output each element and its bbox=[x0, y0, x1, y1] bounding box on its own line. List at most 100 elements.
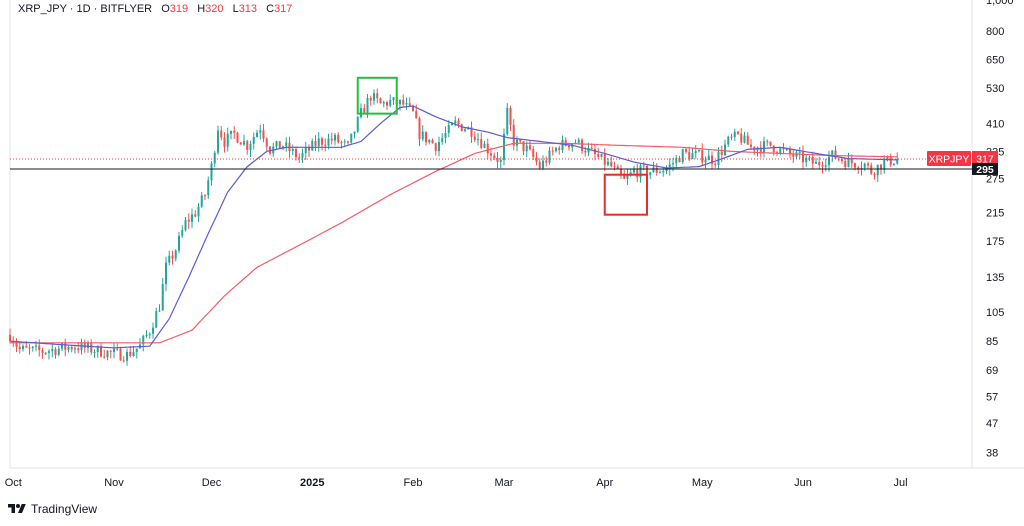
candle-body bbox=[658, 172, 662, 174]
candle-body bbox=[77, 348, 80, 351]
candle-body bbox=[51, 349, 54, 352]
candle-body bbox=[80, 342, 83, 351]
candle-body bbox=[818, 161, 821, 166]
y-tick-label: 1,000 bbox=[986, 0, 1014, 7]
candle-body bbox=[200, 195, 203, 207]
current-price-label: 317 bbox=[976, 154, 994, 166]
candle-body bbox=[203, 195, 207, 197]
candle-body bbox=[808, 156, 811, 158]
candle-body bbox=[623, 174, 626, 179]
candle-body bbox=[402, 100, 405, 105]
candle-body bbox=[333, 134, 337, 141]
candle-body bbox=[187, 219, 190, 222]
candle-body bbox=[379, 98, 382, 104]
candle-body bbox=[106, 350, 109, 358]
x-tick-label: Apr bbox=[596, 477, 613, 489]
candle-body bbox=[655, 167, 658, 173]
candle-body bbox=[463, 129, 467, 131]
candle-body bbox=[779, 148, 782, 154]
symbol-legend[interactable]: XRP_JPY · 1D · BITFLYER O319 H320 L313 C… bbox=[18, 3, 293, 15]
candle-body bbox=[135, 348, 138, 353]
candle-body bbox=[220, 130, 223, 138]
candle-body bbox=[480, 139, 483, 148]
candle-body bbox=[376, 93, 379, 99]
candle-body bbox=[441, 137, 444, 143]
candle-body bbox=[551, 150, 554, 152]
candle-body bbox=[535, 157, 538, 162]
candle-body bbox=[181, 230, 184, 236]
candle-body bbox=[171, 255, 174, 259]
candle-body bbox=[720, 151, 723, 155]
candle-body bbox=[145, 334, 148, 336]
candle-body bbox=[486, 143, 489, 154]
candle-body bbox=[824, 165, 827, 167]
candle-body bbox=[577, 139, 580, 143]
candle-body bbox=[363, 108, 366, 113]
candle-body bbox=[125, 351, 129, 361]
candle-body bbox=[632, 169, 636, 173]
candle-body bbox=[83, 342, 86, 348]
candle-body bbox=[236, 132, 239, 143]
candle-body bbox=[103, 356, 106, 358]
candle-body bbox=[834, 150, 837, 159]
candle-body bbox=[522, 141, 525, 152]
candle-body bbox=[460, 124, 463, 131]
y-tick-label: 85 bbox=[986, 336, 998, 348]
candle-body bbox=[792, 153, 795, 157]
candle-body bbox=[502, 133, 506, 160]
tradingview-brand[interactable]: TradingView bbox=[8, 502, 97, 516]
candle-body bbox=[873, 173, 876, 176]
x-tick-label: Mar bbox=[495, 477, 514, 489]
candle-body bbox=[896, 158, 899, 164]
candle-body bbox=[554, 147, 558, 152]
moving-average-fast-line bbox=[9, 105, 898, 349]
candle-body bbox=[353, 131, 356, 134]
candle-body bbox=[541, 160, 545, 169]
candle-body bbox=[99, 345, 103, 357]
candle-body bbox=[424, 131, 428, 143]
price-symbol-badge bbox=[927, 151, 971, 167]
candle-body bbox=[366, 98, 369, 113]
candle-body bbox=[710, 155, 714, 164]
candle-body bbox=[324, 144, 327, 146]
candle-body bbox=[194, 214, 197, 217]
candle-body bbox=[740, 133, 743, 143]
candle-body bbox=[148, 333, 151, 335]
legend-interval: 1D bbox=[76, 3, 91, 15]
candle-body bbox=[132, 352, 135, 356]
candle-body bbox=[548, 150, 551, 163]
candle-body bbox=[798, 151, 801, 153]
candle-body bbox=[73, 348, 77, 350]
candle-body bbox=[649, 172, 652, 176]
candle-body bbox=[246, 141, 249, 150]
candle-body bbox=[447, 125, 450, 133]
candle-body bbox=[840, 159, 844, 162]
y-tick-label: 135 bbox=[986, 272, 1004, 284]
candle-body bbox=[704, 160, 707, 163]
candle-body bbox=[314, 141, 317, 147]
candle-body bbox=[847, 158, 850, 168]
candle-body bbox=[496, 157, 499, 163]
candle-body bbox=[38, 345, 41, 351]
candle-body bbox=[262, 130, 265, 139]
candle-body bbox=[493, 155, 496, 158]
candle-body bbox=[392, 97, 395, 100]
legend-exchange: BITFLYER bbox=[100, 3, 153, 15]
candle-body bbox=[307, 147, 311, 151]
legend-low-label: L bbox=[232, 3, 239, 15]
candle-body bbox=[489, 153, 493, 156]
candle-body bbox=[90, 343, 93, 353]
candle-body bbox=[60, 343, 64, 349]
candle-body bbox=[44, 352, 47, 354]
candle-body bbox=[532, 149, 535, 158]
candle-body bbox=[857, 167, 860, 170]
candle-body bbox=[597, 154, 600, 157]
candle-body bbox=[730, 136, 733, 138]
candle-body bbox=[268, 146, 272, 154]
candle-body bbox=[233, 130, 236, 133]
brand-name: TradingView bbox=[31, 502, 98, 516]
candle-body bbox=[444, 132, 447, 138]
x-tick-label: Jul bbox=[893, 477, 907, 489]
candle-body bbox=[470, 127, 473, 137]
